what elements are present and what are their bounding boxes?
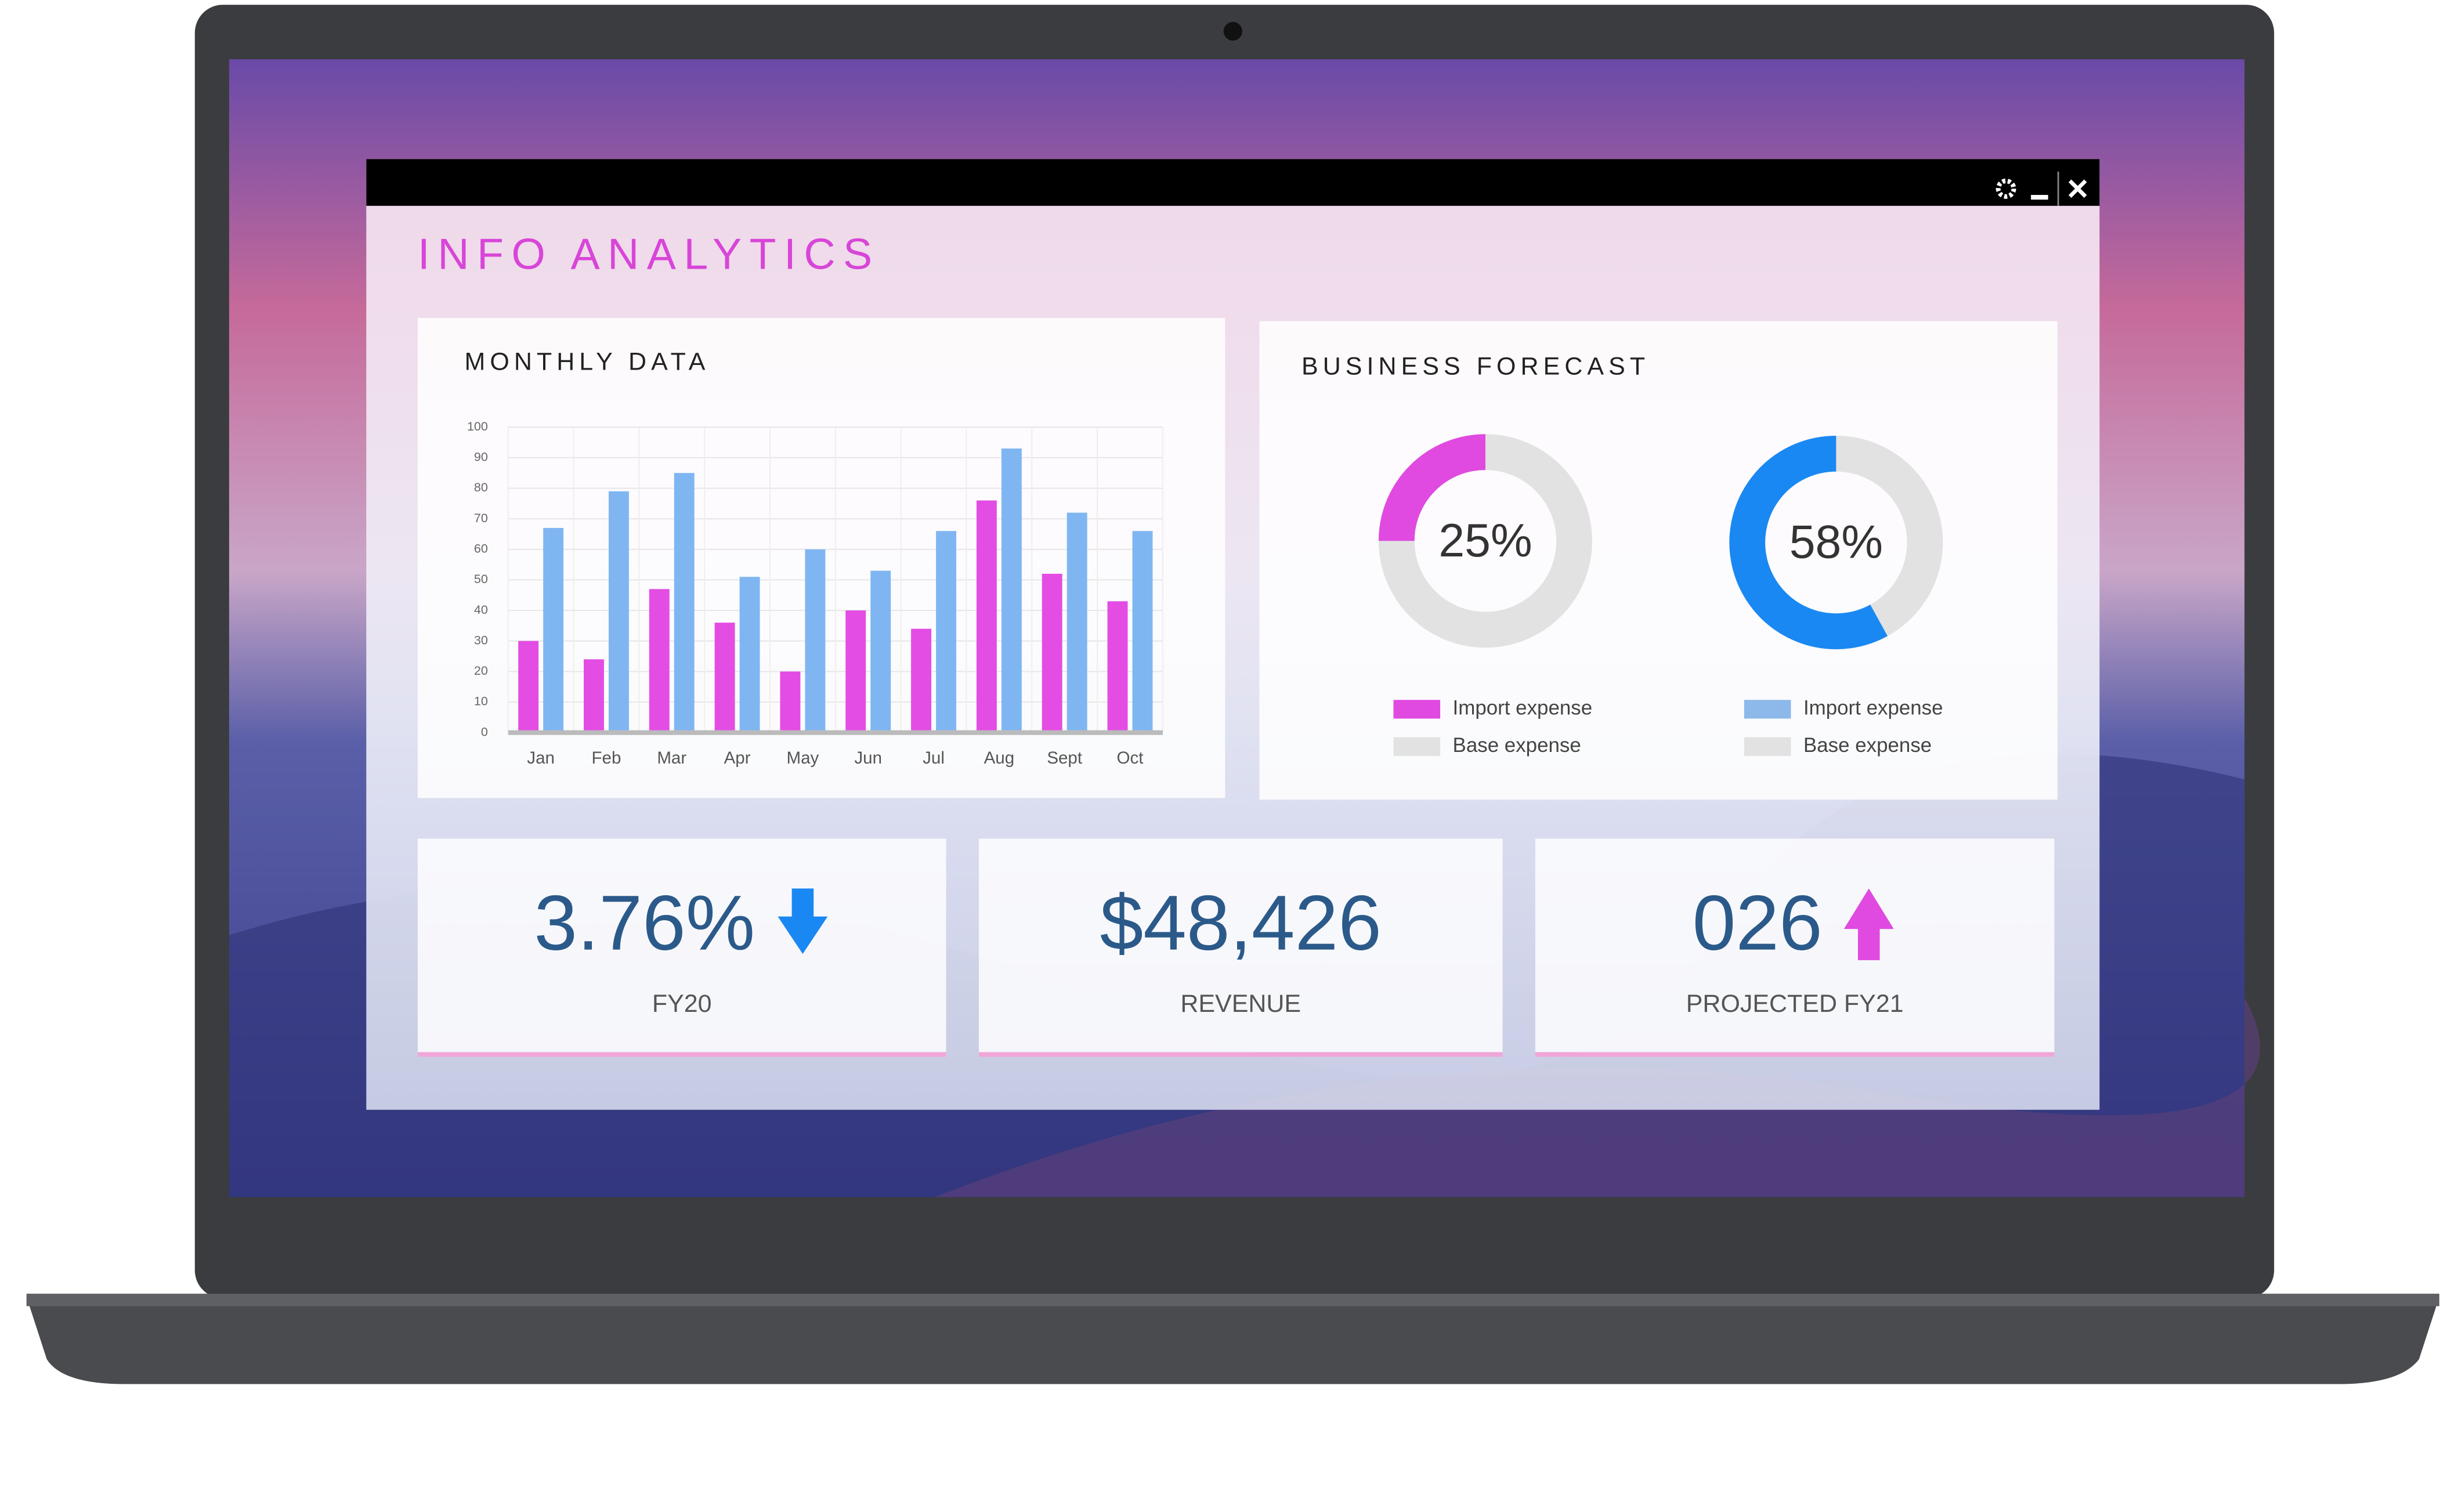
down-arrow xyxy=(778,888,828,954)
bar xyxy=(1066,512,1087,733)
kpi-label: FY20 xyxy=(652,990,712,1018)
kpi-value: 3.76% xyxy=(534,880,755,967)
kpi-label: PROJECTED FY21 xyxy=(1686,990,1904,1018)
x-tick-label: Jul xyxy=(923,748,945,768)
x-tick-label: Mar xyxy=(657,748,686,768)
kpi-card xyxy=(978,838,1503,1057)
x-tick-label: Jun xyxy=(854,748,882,768)
kpi-underline xyxy=(978,1052,1503,1057)
x-tick-label: Apr xyxy=(724,748,751,768)
x-tick-label: May xyxy=(787,748,819,768)
legend-swatch xyxy=(1744,737,1791,756)
legend-label: Base expense xyxy=(1453,734,1581,757)
donut-arc xyxy=(1378,434,1486,542)
donut-label: 25% xyxy=(1438,515,1532,567)
bar xyxy=(608,491,629,733)
settings-button[interactable] xyxy=(1995,178,2016,199)
bar-chart: 0 10 20 30 40 50 60 70 80 90 100 Jan Feb Mar Apr May Jun… xyxy=(467,419,1163,768)
title-bar xyxy=(366,159,2100,206)
y-tick-label: 70 xyxy=(474,511,488,525)
legend-swatch xyxy=(1744,700,1791,719)
y-tick-label: 0 xyxy=(481,725,488,739)
bar xyxy=(845,610,866,733)
y-tick-label: 80 xyxy=(474,480,488,494)
kpi-card xyxy=(1535,838,2055,1057)
card-title: MONTHLY DATA xyxy=(464,348,710,375)
kpi-value: $48,426 xyxy=(1100,880,1382,967)
close-button[interactable] xyxy=(2068,179,2087,198)
bar xyxy=(714,623,735,733)
bar xyxy=(518,641,539,733)
y-tick-label: 40 xyxy=(474,603,488,617)
legend-swatch xyxy=(1393,737,1441,756)
bar xyxy=(805,549,826,733)
gear-icon xyxy=(1995,178,2016,199)
laptop-base xyxy=(26,1297,2439,1384)
bar xyxy=(739,577,760,733)
x-tick-label: Sept xyxy=(1047,748,1082,768)
close-icon xyxy=(2068,179,2087,198)
x-tick-label: Jan xyxy=(527,748,555,768)
bar xyxy=(780,671,801,733)
card-title: BUSINESS FORECAST xyxy=(1301,352,1650,380)
bar xyxy=(870,570,891,733)
bar xyxy=(649,589,670,733)
app-title: INFO ANALYTICS xyxy=(418,229,880,278)
donut-label: 58% xyxy=(1789,516,1883,569)
base-edge xyxy=(26,1293,2439,1307)
separator xyxy=(2057,171,2059,206)
x-tick-label: Aug xyxy=(984,748,1015,768)
donut-arc xyxy=(1729,435,1888,649)
bar xyxy=(1107,601,1128,733)
x-tick-label: Feb xyxy=(591,748,621,768)
legend-label: Import expense xyxy=(1453,697,1593,719)
y-tick-label: 100 xyxy=(467,419,488,433)
legend-label: Import expense xyxy=(1803,697,1943,719)
bar xyxy=(911,628,932,733)
bar xyxy=(1132,531,1153,733)
kpi-card xyxy=(417,838,946,1057)
bar xyxy=(543,527,564,733)
kpi-label: REVENUE xyxy=(1180,990,1301,1018)
y-tick-label: 50 xyxy=(474,572,488,586)
kpi-underline xyxy=(1535,1052,2055,1057)
legend-label: Base expense xyxy=(1803,734,1932,757)
kpi-underline xyxy=(417,1052,946,1057)
webcam xyxy=(1223,21,1242,41)
kpi-row: 3.76% FY20 $48,426 REVENUE 026 PROJECTED FY21 xyxy=(417,838,2055,1057)
bar xyxy=(674,473,695,733)
y-tick-label: 90 xyxy=(474,450,488,464)
legend-swatch xyxy=(1393,700,1441,719)
up-arrow xyxy=(1843,888,1894,960)
minimize-icon xyxy=(2031,194,2048,200)
bar xyxy=(1042,573,1062,733)
bar xyxy=(976,500,997,733)
y-tick-label: 20 xyxy=(474,664,488,678)
y-tick-label: 30 xyxy=(474,633,488,647)
bar xyxy=(936,531,956,733)
y-tick-label: 10 xyxy=(474,694,488,708)
kpi-value: 026 xyxy=(1693,880,1823,967)
x-tick-label: Oct xyxy=(1117,748,1144,768)
bar xyxy=(583,659,604,733)
y-tick-label: 60 xyxy=(474,541,488,555)
donuts: 25% Import expense Base expense 58% Import e… xyxy=(1378,434,1943,757)
bar xyxy=(1001,448,1022,733)
minimize-button[interactable] xyxy=(2031,194,2048,200)
